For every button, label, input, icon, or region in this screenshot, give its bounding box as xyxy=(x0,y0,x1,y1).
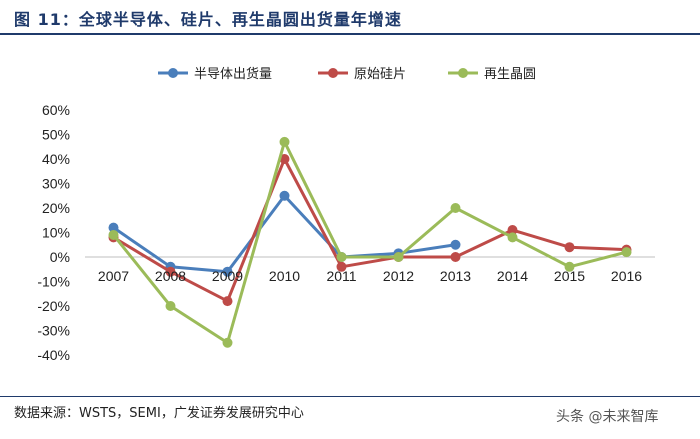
y-tick-label: -40% xyxy=(37,347,70,363)
legend-label: 原始硅片 xyxy=(354,67,406,82)
x-axis: 2007 2008 2009 2010 2011 2012 2013 2014 2015 2016 xyxy=(98,268,642,284)
series-3-point xyxy=(621,247,632,258)
series-3-point xyxy=(279,136,290,147)
legend-swatch-marker xyxy=(328,68,338,78)
legend-swatch-marker xyxy=(458,68,468,78)
x-tick-label: 2014 xyxy=(497,268,528,284)
x-tick-label: 2007 xyxy=(98,268,129,284)
y-axis: -40% -30% -20% -10% 0% 10% 20% 30% 40% 50% 60% xyxy=(37,102,70,363)
x-tick-label: 2008 xyxy=(155,268,186,284)
series-3-point xyxy=(336,252,347,262)
y-tick-label: 30% xyxy=(42,176,70,192)
series-line-3 xyxy=(112,140,627,345)
series-3-point xyxy=(393,252,404,262)
series-2-point xyxy=(165,266,176,277)
source-note: 数据来源：WSTS，SEMI，广发证券发展研究中心 xyxy=(14,406,304,421)
series-3-point xyxy=(222,337,233,348)
y-tick-label: 60% xyxy=(42,102,70,118)
x-tick-label: 2015 xyxy=(554,268,585,284)
series-1-point xyxy=(450,239,461,250)
y-tick-label: 0% xyxy=(50,249,70,265)
y-tick-label: 20% xyxy=(42,200,70,216)
chart-legend: 半导体出货量 原始硅片 再生晶圆 xyxy=(158,66,536,82)
bottom-rule xyxy=(0,396,700,397)
x-tick-label: 2010 xyxy=(269,268,300,284)
y-tick-label: -10% xyxy=(37,274,70,290)
y-tick-label: 10% xyxy=(42,225,70,241)
legend-label: 半导体出货量 xyxy=(194,66,272,82)
x-tick-label: 2013 xyxy=(440,268,471,284)
series-2-point xyxy=(564,242,575,253)
x-tick-label: 2016 xyxy=(611,268,642,284)
series-line-2 xyxy=(112,157,627,303)
y-tick-label: 50% xyxy=(42,127,70,143)
x-tick-label: 2011 xyxy=(326,268,356,284)
series-3-point xyxy=(450,203,461,213)
series-line-1 xyxy=(112,194,456,274)
line-chart: 半导体出货量 原始硅片 再生晶圆 -40% -30% -20% -10% 0% 10% 20% 3… xyxy=(37,66,655,363)
series-1-point xyxy=(222,266,233,277)
x-tick-label: 2012 xyxy=(383,268,414,284)
series-2-point xyxy=(507,225,518,236)
x-tick-label: 2009 xyxy=(212,268,243,284)
series-2-point xyxy=(336,261,347,272)
y-tick-label: -30% xyxy=(37,323,70,339)
series-3-point xyxy=(165,301,176,311)
series-3-point xyxy=(507,232,518,243)
y-tick-label: -20% xyxy=(37,298,70,314)
y-tick-label: 40% xyxy=(42,151,70,167)
watermark: 头条 @未来智库 xyxy=(556,409,659,425)
series-1-point xyxy=(279,190,290,201)
figure-title: 图 11：全球半导体、硅片、再生晶圆出货量年增速 xyxy=(14,10,402,29)
legend-swatch-marker xyxy=(168,68,178,78)
series-2-point xyxy=(450,252,461,262)
series-layer xyxy=(108,136,632,348)
series-2-point xyxy=(222,296,233,307)
series-3-point xyxy=(564,261,575,272)
legend-label: 再生晶圆 xyxy=(484,67,536,82)
series-1-point xyxy=(108,222,119,233)
title-rule xyxy=(0,33,700,35)
series-3-point xyxy=(108,229,119,240)
series-2-point xyxy=(279,154,290,164)
